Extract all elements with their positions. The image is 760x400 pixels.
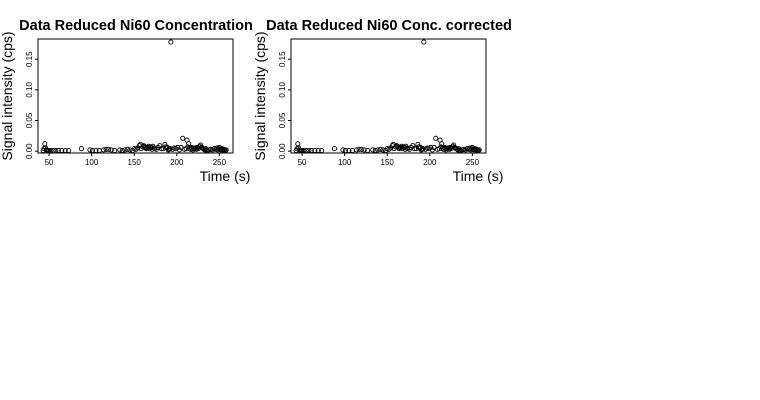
data-point [331,146,337,152]
x-axis: 50 100 150 200 250 [298,153,480,167]
data-point [295,141,301,147]
chart-panel-corrected: Data Reduced Ni60 Conc. corrected 50 100 1… [252,0,512,190]
chart-title: Data Reduced Ni60 Conc. corrected [266,18,512,34]
data-points [293,39,482,154]
data-point [473,147,479,153]
data-point [370,147,376,153]
data-point [53,147,59,154]
data-point [375,147,381,153]
x-axis-title: Time (s) [453,168,504,184]
data-point [48,147,54,154]
data-point [308,147,314,154]
data-point [158,146,165,152]
y-tick-label: 0.00 [278,143,287,159]
y-tick-label: 0.15 [278,51,287,67]
data-point [221,147,228,153]
data-point [342,147,349,154]
x-tick-label: 100 [338,158,352,167]
y-tick-label: 0.15 [25,51,34,67]
x-tick-label: 250 [213,158,227,167]
data-point [106,146,112,152]
x-axis-title: Time (s) [200,168,251,184]
y-axis-title: Signal intensity (cps) [0,31,15,160]
chart-panel-concentration: Data Reduced Ni60 Concentration 50 100 150… [0,0,253,190]
data-point [222,147,228,154]
data-point [315,147,321,154]
y-tick-label: 0.00 [25,143,34,159]
plot-frame [290,38,487,154]
data-point [306,147,312,154]
data-point [312,147,318,154]
y-axis: 0.00 0.05 0.10 0.15 [278,51,291,159]
data-point [42,141,48,147]
x-tick-label: 100 [85,158,99,167]
data-point [59,147,65,154]
x-tick-label: 250 [466,158,480,167]
data-point [112,147,118,154]
x-axis: 50 100 150 200 250 [45,153,227,167]
x-tick-label: 150 [381,158,395,167]
data-point [124,146,130,152]
x-tick-label: 200 [423,158,437,167]
scatter-plot-concentration: Data Reduced Ni60 Concentration 50 100 150… [0,18,253,184]
y-tick-label: 0.10 [25,82,34,98]
data-point [301,147,307,154]
data-point [119,147,125,154]
scatter-plot-corrected: Data Reduced Ni60 Conc. corrected 50 100 1… [252,18,512,184]
data-point [474,147,481,153]
data-point [354,147,360,153]
data-point [475,147,481,154]
data-point [101,147,107,153]
data-point [55,147,61,154]
data-point [108,147,114,153]
data-point [346,147,352,154]
y-tick-label: 0.10 [278,82,287,98]
y-axis: 0.00 0.05 0.10 0.15 [25,51,38,159]
data-point [89,147,96,154]
data-point [340,147,346,153]
data-point [359,146,365,152]
data-point [361,147,367,153]
data-point [103,146,109,152]
data-point [433,135,439,141]
plot-frame [37,38,234,154]
data-point [87,147,93,153]
data-point [168,39,174,45]
data-point [93,147,99,154]
y-tick-label: 0.05 [25,112,34,128]
data-point [50,147,56,154]
data-point [220,147,226,153]
y-axis-title: Signal intensity (cps) [252,31,268,160]
data-point [66,147,72,154]
data-point [377,146,383,152]
data-point [411,146,418,152]
data-point [117,147,123,153]
data-points [40,39,229,154]
data-point [356,146,362,152]
data-point [62,147,68,154]
data-point [303,147,309,154]
data-point [319,147,325,154]
y-tick-label: 0.05 [278,112,287,128]
x-tick-label: 200 [170,158,184,167]
data-point [419,146,425,152]
data-point [365,147,371,154]
data-point [122,147,128,153]
data-point [476,147,482,153]
data-point [421,39,427,45]
data-point [180,135,186,141]
data-point [166,146,172,152]
data-point [372,147,378,154]
x-tick-label: 50 [45,158,54,167]
chart-title: Data Reduced Ni60 Concentration [19,18,253,34]
data-point [78,146,84,152]
data-point [223,147,229,153]
x-tick-label: 50 [298,158,307,167]
x-tick-label: 150 [128,158,142,167]
